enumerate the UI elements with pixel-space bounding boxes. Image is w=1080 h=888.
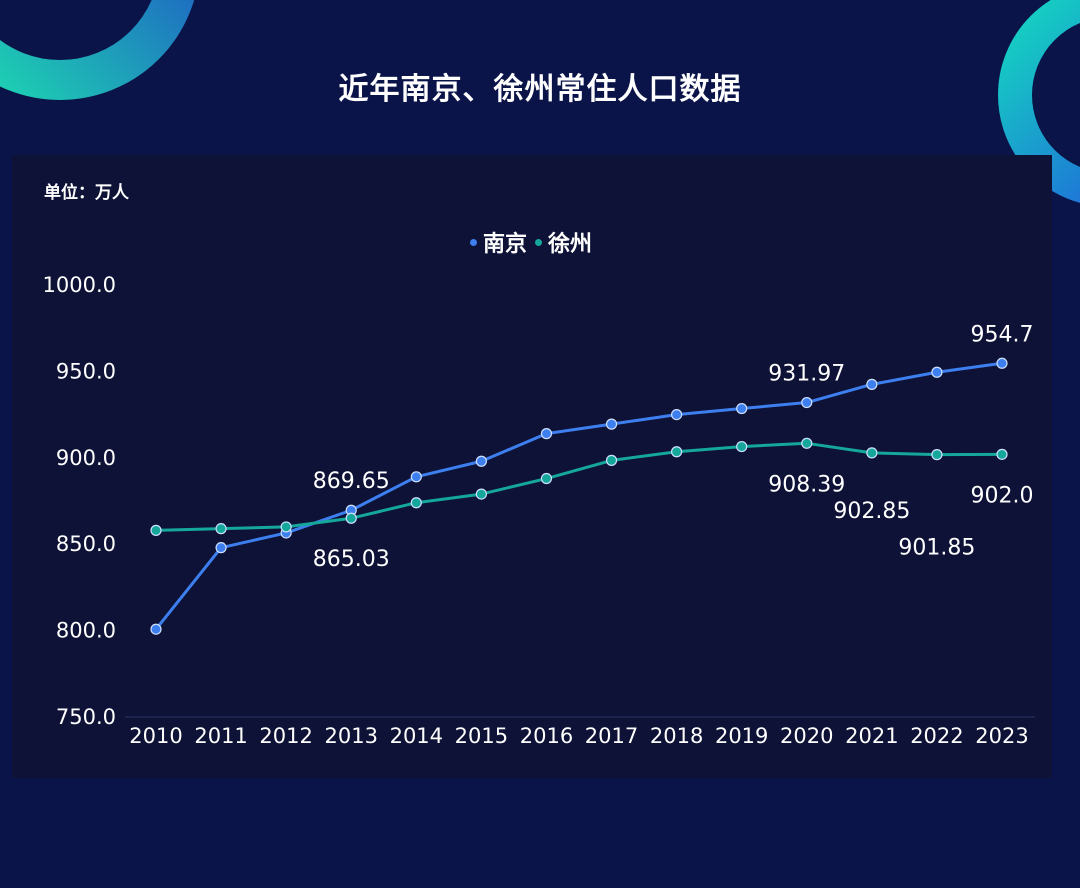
page-title: 近年南京、徐州常住人口数据 [338, 72, 742, 107]
data-point-1 [475, 488, 487, 500]
y-tick-label: 800.0 [56, 619, 116, 643]
data-point-0 [150, 623, 162, 635]
y-tick-label: 1000.0 [43, 273, 116, 297]
data-point-1 [150, 524, 162, 536]
data-label: 908.39 [768, 472, 845, 497]
x-tick-label: 2011 [194, 724, 247, 748]
data-point-0 [410, 471, 422, 483]
unit-label: 单位：万人 [44, 183, 129, 203]
x-tick-label: 2015 [455, 724, 508, 748]
y-tick-label: 850.0 [56, 532, 116, 556]
data-label: 954.7 [971, 322, 1034, 347]
x-tick-label: 2021 [845, 724, 898, 748]
series-line-1 [155, 441, 1003, 532]
x-tick-label: 2023 [975, 724, 1028, 748]
data-point-1 [605, 454, 618, 466]
data-label: 902.85 [833, 499, 910, 524]
data-point-0 [736, 402, 748, 415]
data-point-1 [410, 497, 422, 509]
x-tick-label: 2020 [780, 724, 833, 748]
x-tick-label: 2017 [585, 724, 638, 748]
data-point-1 [801, 437, 813, 449]
data-point-0 [931, 366, 943, 378]
x-tick-label: 2016 [520, 724, 573, 748]
data-point-1 [345, 512, 357, 524]
y-tick-label: 900.0 [56, 446, 116, 470]
x-tick-label: 2019 [715, 724, 768, 748]
y-tick-label: 950.0 [56, 359, 116, 383]
data-point-0 [801, 396, 813, 409]
chart-panel [12, 155, 1052, 778]
data-point-0 [996, 357, 1008, 369]
x-tick-label: 2010 [129, 724, 182, 748]
data-point-1 [996, 448, 1008, 460]
data-label: 931.97 [768, 362, 845, 387]
legend-item-nanjing: 南京 [470, 226, 527, 258]
x-tick-label: 2018 [650, 724, 703, 748]
data-point-1 [280, 521, 292, 533]
legend-item-xuzhou: 徐州 [535, 226, 592, 258]
chart-legend: 南京 徐州 [470, 226, 600, 258]
legend-dot-nanjing [470, 238, 477, 246]
data-label: 901.85 [898, 536, 975, 561]
data-point-1 [671, 446, 683, 458]
data-point-1 [215, 523, 227, 535]
data-label: 865.03 [313, 547, 390, 572]
data-point-0 [475, 455, 487, 467]
x-tick-label: 2014 [390, 724, 443, 748]
legend-label-xuzhou: 徐州 [548, 232, 593, 257]
data-point-1 [540, 472, 553, 485]
data-point-0 [540, 428, 553, 440]
data-point-0 [605, 418, 618, 430]
data-point-0 [866, 378, 878, 390]
data-point-0 [671, 409, 683, 421]
x-tick-label: 2013 [325, 724, 378, 748]
legend-dot-xuzhou [535, 238, 543, 246]
decorative-ring-top-right [998, 0, 1080, 203]
legend-label-nanjing: 南京 [483, 232, 528, 257]
x-tick-label: 2022 [910, 724, 963, 748]
x-tick-label: 2012 [259, 724, 312, 748]
data-point-1 [736, 440, 748, 453]
decorative-ring-top-left [0, 0, 195, 100]
y-tick-label: 750.0 [56, 705, 116, 729]
data-label: 902.0 [971, 483, 1034, 508]
data-label: 869.65 [313, 469, 390, 494]
series-line-0 [154, 361, 1003, 631]
data-point-1 [931, 449, 943, 461]
data-point-1 [866, 447, 878, 459]
data-point-0 [215, 542, 227, 554]
